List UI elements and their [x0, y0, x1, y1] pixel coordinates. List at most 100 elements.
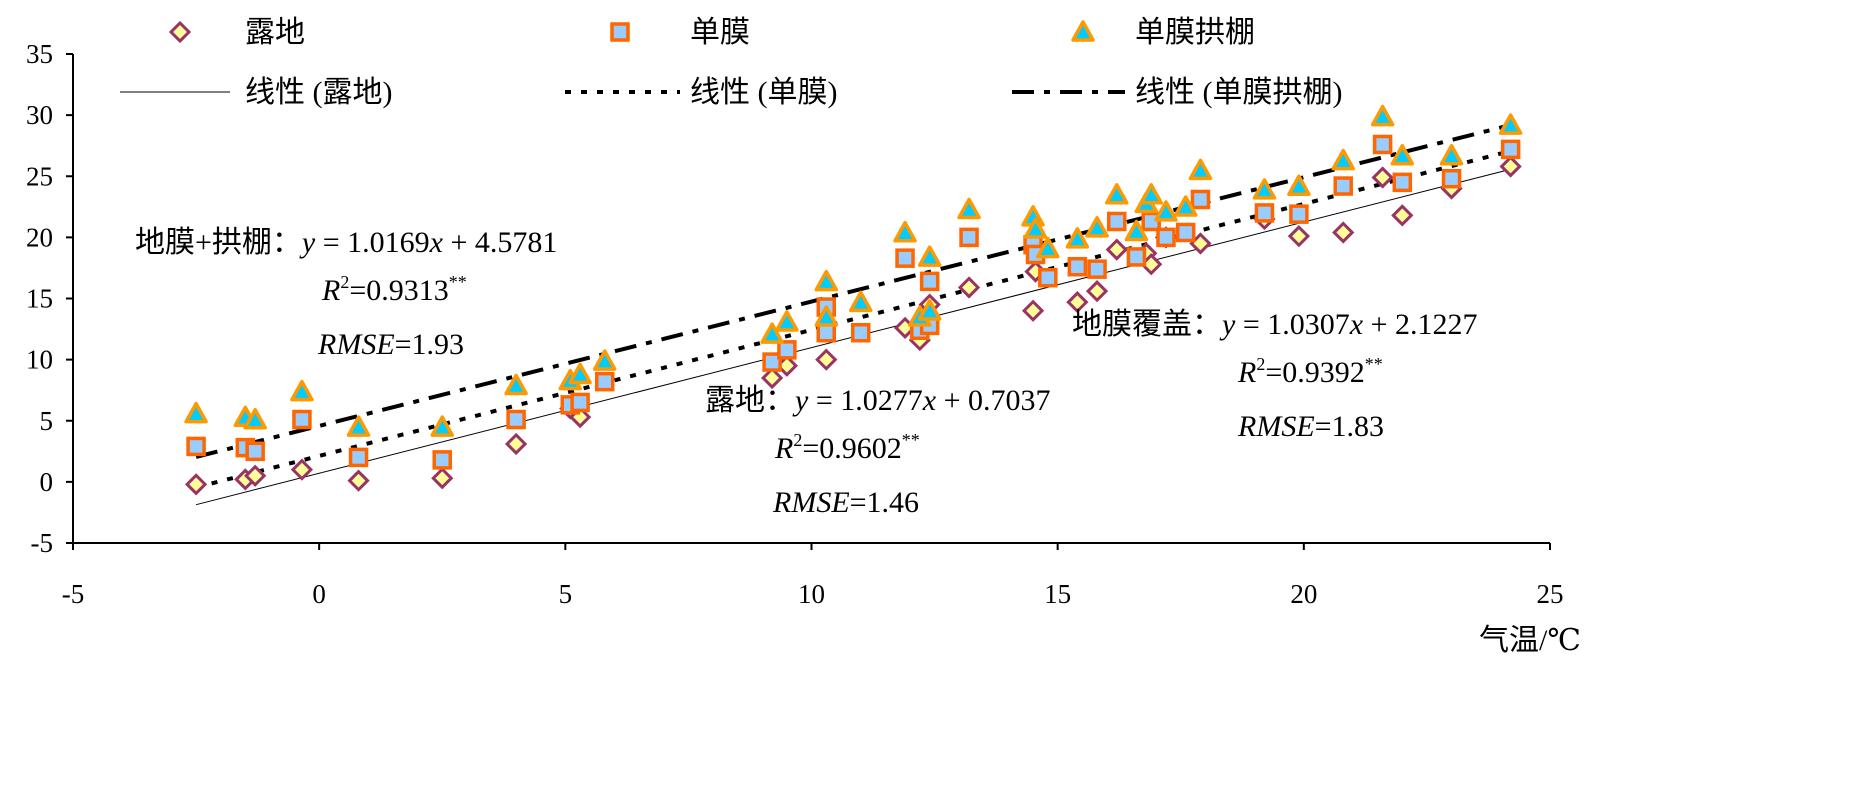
series-square: [186, 134, 1521, 470]
svg-text:RMSE=1.46: RMSE=1.46: [772, 486, 919, 519]
point-triangle: [1439, 143, 1464, 166]
ann-prefix: 地膜覆盖：: [1072, 308, 1222, 341]
point-diamond: [184, 473, 208, 496]
point-square: [1441, 168, 1462, 189]
point-triangle: [1139, 183, 1163, 205]
y-tick-label: 5: [40, 406, 54, 436]
legend: 露地 单膜 单膜拱棚 线性 (露地) 线性 (单膜) 线性 (单膜拱棚): [120, 16, 1342, 109]
ann-r: R: [774, 432, 793, 465]
ann-x: x: [922, 384, 937, 417]
ann-prefix: 露地：: [705, 384, 795, 417]
point-square: [816, 322, 837, 343]
ann-x: x: [429, 226, 444, 259]
point-square: [1067, 256, 1088, 277]
point-diamond: [1287, 225, 1311, 248]
point-triangle: [592, 349, 617, 371]
point-square: [1087, 259, 1107, 279]
ann-rmse-label: RMSE: [772, 486, 850, 519]
point-triangle: [1154, 200, 1178, 222]
series-triangle: [184, 104, 1523, 437]
point-triangle: [1331, 148, 1355, 171]
ann-r-sup: 2: [340, 272, 349, 292]
legend-marker-diamond: [168, 20, 192, 44]
legend-label-1: 单膜: [690, 16, 750, 49]
svg-text:R2=0.9392**: R2=0.9392**: [1237, 354, 1383, 389]
ann-r: R: [1237, 356, 1256, 389]
legend-label-0: 露地: [245, 16, 305, 49]
point-triangle: [568, 362, 592, 385]
ann-r2: =0.9392: [1265, 356, 1364, 389]
ann-intercept: + 0.7037: [936, 384, 1050, 417]
svg-text:R2=0.9602**: R2=0.9602**: [774, 430, 920, 465]
point-diamond: [1066, 291, 1089, 314]
point-square: [1372, 134, 1393, 155]
point-square: [186, 436, 206, 457]
point-triangle: [184, 401, 208, 424]
point-square: [762, 352, 782, 372]
point-triangle: [1390, 143, 1415, 166]
point-square: [959, 227, 979, 248]
point-triangle: [957, 197, 981, 220]
ann-r: R: [321, 274, 340, 307]
annotation-plastic-arch: 地膜+拱棚：y = 1.0169x + 4.5781 R2=0.9313** R…: [135, 226, 557, 361]
ann-sig: **: [1365, 354, 1383, 374]
annotation-open-field: 露地：y = 1.0277x + 0.7037 R2=0.9602** RMSE…: [705, 384, 1051, 519]
ann-slope: = 1.0169: [315, 226, 429, 259]
ann-r2: =0.9313: [349, 274, 448, 307]
point-square: [292, 409, 312, 430]
legend-label-2: 单膜拱棚: [1135, 16, 1255, 49]
point-triangle: [917, 299, 942, 321]
point-diamond: [760, 366, 784, 390]
y-tick-label: 15: [26, 284, 53, 314]
point-square: [895, 248, 915, 268]
ann-intercept: + 4.5781: [443, 226, 557, 259]
point-triangle: [1065, 227, 1090, 249]
ann-x: x: [1349, 308, 1364, 341]
point-square: [1254, 203, 1275, 223]
legend-trend-1: 线性 (单膜): [690, 76, 837, 109]
point-square: [506, 409, 526, 430]
point-triangle: [1173, 195, 1198, 217]
x-tick-label: -5: [62, 579, 85, 609]
legend-marker-triangle: [1071, 20, 1095, 42]
point-square: [1156, 227, 1176, 248]
ann-prefix: 地膜+拱棚：: [135, 226, 302, 259]
point-square: [1126, 247, 1147, 267]
point-diamond: [1021, 299, 1045, 322]
ann-y: y: [299, 226, 316, 259]
point-triangle: [346, 415, 371, 437]
point-diamond: [290, 458, 314, 481]
ann-intercept: + 2.1227: [1363, 308, 1477, 341]
svg-text:R2=0.9313**: R2=0.9313**: [321, 272, 467, 307]
point-square: [570, 392, 590, 413]
ann-rmse-label: RMSE: [317, 328, 395, 361]
ann-r-sup: 2: [1256, 354, 1265, 374]
ann-r2: =0.9602: [802, 432, 901, 465]
ann-sig: **: [902, 430, 920, 450]
x-tick-label: 20: [1290, 579, 1317, 609]
ann-rmse-label: RMSE: [1237, 410, 1315, 443]
point-diamond: [1499, 155, 1522, 178]
ann-rmse: =1.46: [850, 486, 919, 519]
point-triangle: [1370, 104, 1395, 127]
point-triangle: [1252, 178, 1277, 200]
trendline-dotted: [195, 149, 1512, 490]
point-square: [1175, 222, 1196, 243]
point-triangle: [1287, 174, 1311, 197]
y-tick-label: 30: [26, 100, 53, 130]
svg-text:RMSE=1.83: RMSE=1.83: [1237, 410, 1384, 443]
point-square: [348, 447, 369, 468]
point-square: [1500, 139, 1521, 160]
y-tick-label: -5: [31, 528, 54, 558]
point-square: [850, 322, 871, 343]
x-tick-label: 25: [1537, 579, 1564, 609]
point-diamond: [504, 432, 528, 456]
point-triangle: [1498, 113, 1523, 135]
point-triangle: [1124, 219, 1149, 242]
point-square: [1289, 204, 1309, 224]
point-square: [1392, 172, 1413, 193]
point-triangle: [1188, 158, 1213, 181]
point-square: [919, 271, 940, 292]
ann-rmse: =1.83: [1315, 410, 1384, 443]
